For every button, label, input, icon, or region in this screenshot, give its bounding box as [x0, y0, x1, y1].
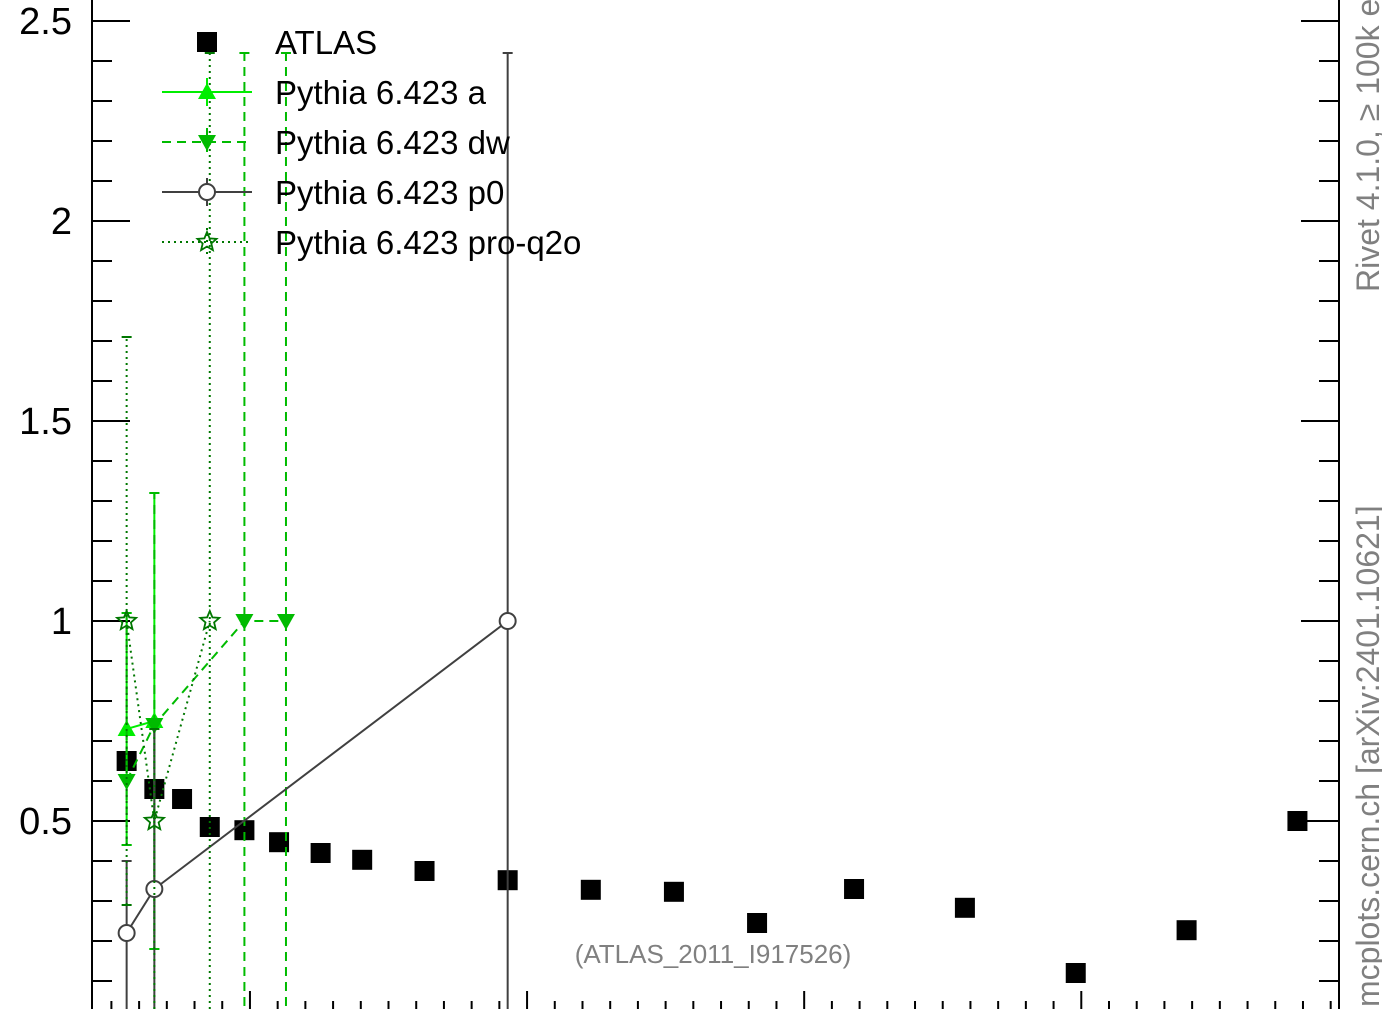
y-tick-label: 2.5 [19, 1, 72, 43]
data-point [1177, 920, 1197, 940]
y-tick-label: 1 [51, 601, 72, 643]
data-point [581, 880, 601, 900]
legend-entry: Pythia 6.423 a [162, 74, 487, 111]
legend: ATLAS Pythia 6.423 a Pythia 6.423 dw Pythia… [162, 24, 581, 261]
series-line [127, 621, 286, 781]
data-point [1066, 963, 1086, 983]
data-point [235, 614, 253, 630]
y-tick-label: 2 [51, 201, 72, 243]
legend-label: Pythia 6.423 dw [275, 124, 510, 161]
data-point [844, 879, 864, 899]
data-point [415, 861, 435, 881]
data-point [1287, 811, 1307, 831]
series-line [127, 621, 508, 933]
series-line [127, 621, 210, 821]
data-point [311, 843, 331, 863]
legend-marker [197, 32, 217, 52]
y-tick-label: 1.5 [19, 401, 72, 443]
legend-label: ATLAS [275, 24, 377, 61]
legend-label: Pythia 6.423 pro-q2o [275, 224, 581, 261]
side-label-rivet: Rivet 4.1.0, ≥ 100k events [1350, 0, 1382, 292]
y-tick-labels: 0.5 1 1.5 2 2.5 [19, 1, 72, 843]
y-tick-label: 0.5 [19, 801, 72, 843]
legend-entry: Pythia 6.423 dw [162, 124, 510, 161]
data-point [172, 789, 192, 809]
data-point [118, 774, 136, 790]
side-label-mcplots: mcplots.cern.ch [arXiv:2401.10621] [1350, 505, 1382, 1007]
analysis-annotation: (ATLAS_2011_I917526) [575, 939, 852, 969]
data-point [747, 913, 767, 933]
legend-entry: Pythia 6.423 p0 [162, 174, 504, 211]
legend-entry: ATLAS [197, 24, 377, 61]
data-point [277, 614, 295, 630]
data-point [955, 898, 975, 918]
data-point [664, 882, 684, 902]
legend-entry: Pythia 6.423 pro-q2o [162, 224, 581, 261]
data-point [352, 850, 372, 870]
legend-label: Pythia 6.423 a [275, 74, 487, 111]
legend-label: Pythia 6.423 p0 [275, 174, 504, 211]
data-point [200, 611, 219, 629]
data-point [500, 613, 516, 629]
legend-marker [199, 184, 215, 200]
data-point [119, 925, 135, 941]
